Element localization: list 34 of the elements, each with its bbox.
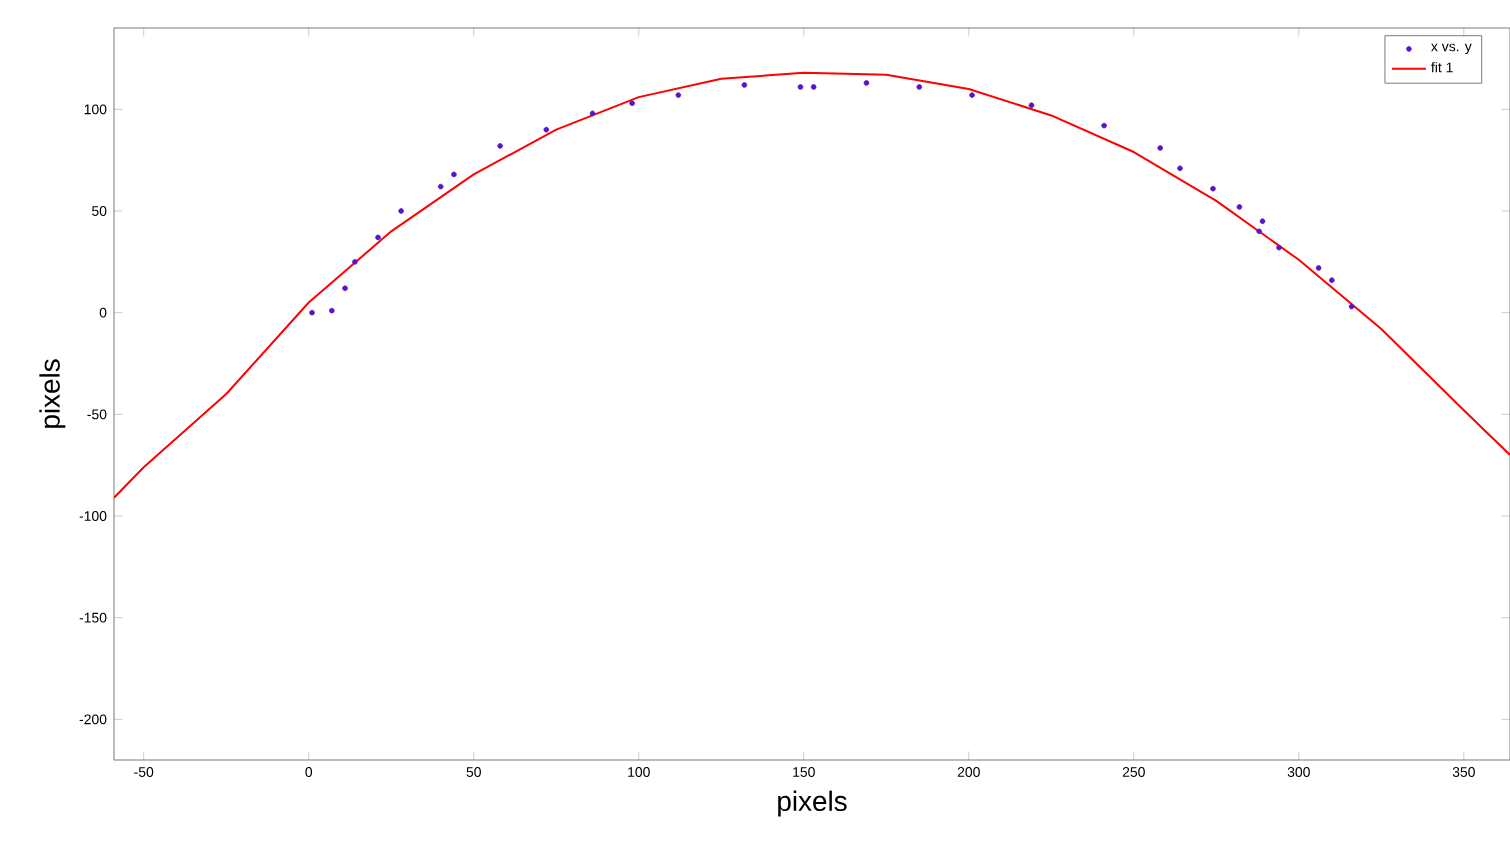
- line-series: [114, 71, 1510, 499]
- point: [375, 234, 381, 241]
- point: [810, 84, 817, 90]
- point: [1348, 303, 1355, 310]
- point: [589, 110, 596, 117]
- point: [1256, 228, 1262, 235]
- point: [329, 307, 335, 314]
- point: [309, 309, 315, 316]
- point: [352, 259, 358, 265]
- point: [797, 84, 804, 90]
- point: [1259, 218, 1266, 224]
- x-axis-title: pixels: [778, 790, 847, 817]
- point: [398, 208, 404, 214]
- point: [969, 92, 975, 98]
- point: [675, 92, 682, 98]
- point: [629, 100, 635, 107]
- point: [1210, 185, 1216, 192]
- point: [543, 126, 550, 133]
- point: [1276, 244, 1282, 251]
- point: [1157, 145, 1163, 151]
- point: [916, 84, 923, 90]
- point: [497, 143, 503, 149]
- point: [1177, 165, 1183, 172]
- point: [1236, 204, 1243, 210]
- y-axis-title: pixels: [39, 359, 66, 428]
- point: [1329, 277, 1335, 283]
- point: [741, 82, 748, 88]
- point: [1315, 265, 1322, 271]
- point: [342, 285, 348, 292]
- point: [437, 183, 444, 190]
- point: [1101, 122, 1107, 129]
- point: [863, 80, 870, 86]
- point: [451, 171, 457, 178]
- point: [1028, 102, 1035, 109]
